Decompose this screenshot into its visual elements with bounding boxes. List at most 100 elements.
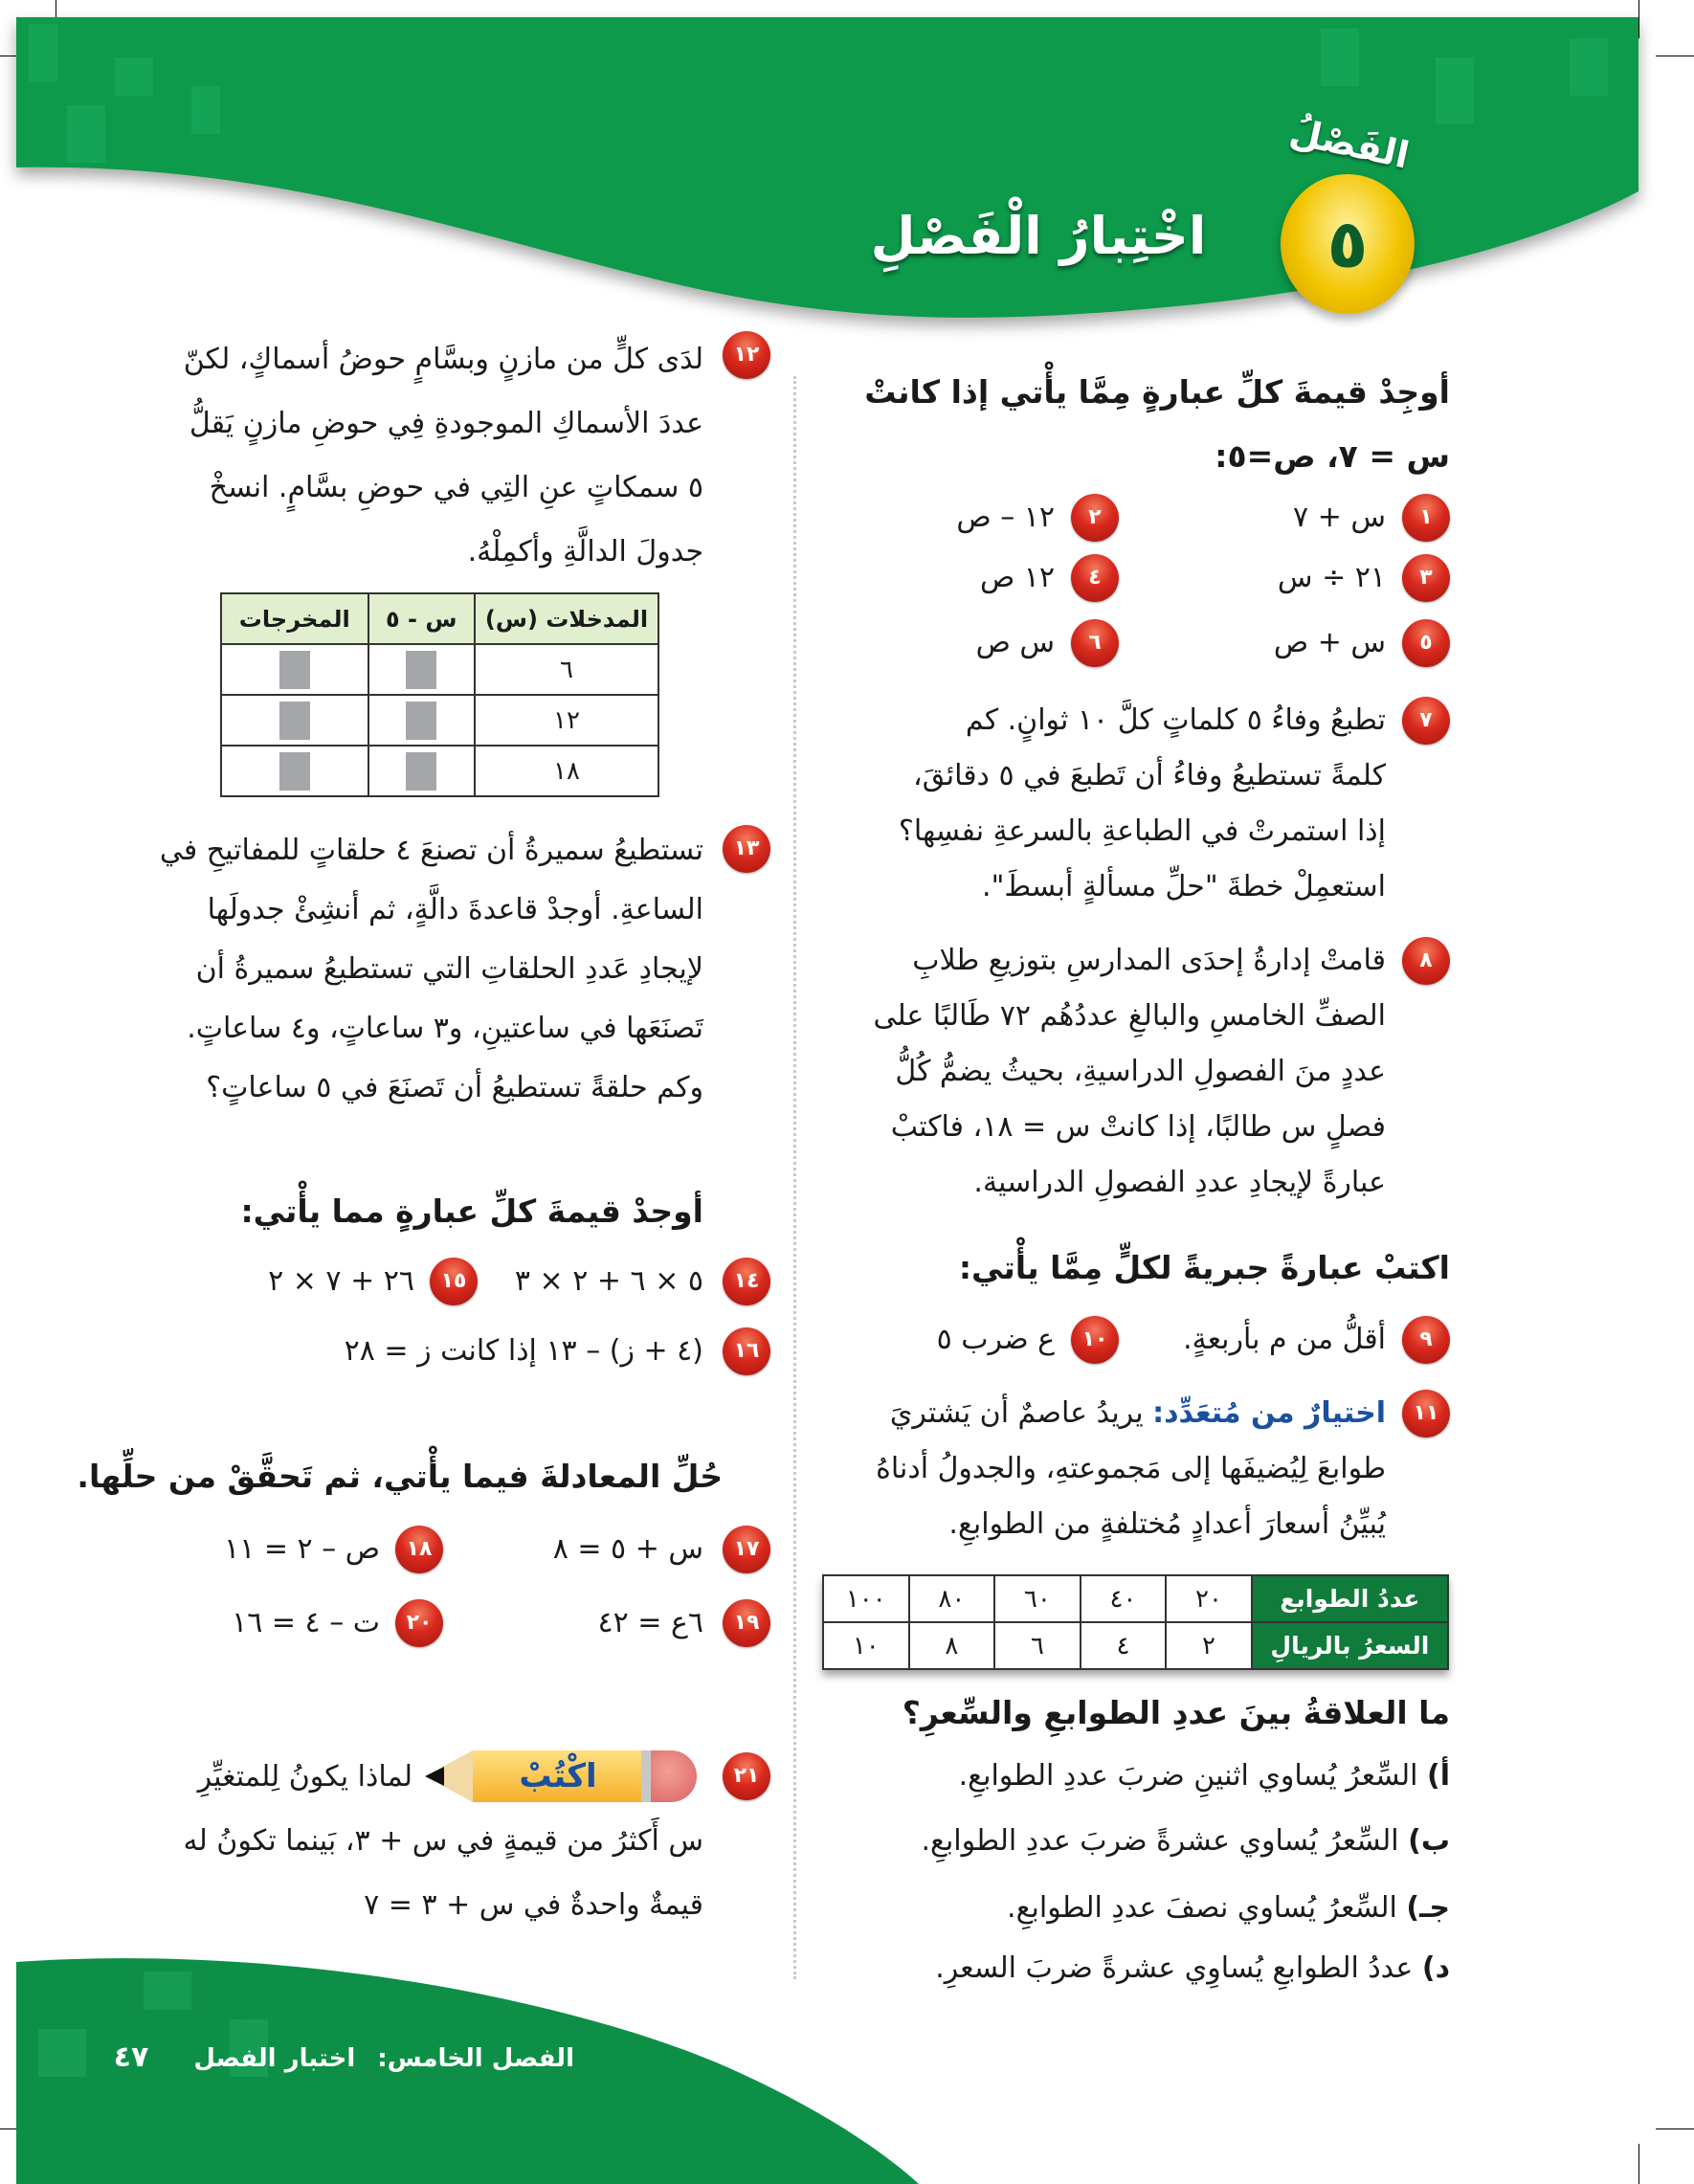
expression: ٢٦ + ٧ × ٢ [268,1264,414,1298]
text-line: جدولَ الدالَّةِ وأكمِلْهُ. [467,535,703,568]
text-line: يُبيِّنُ أسعارَ أعدادٍ مُختلفةٍ من الطوا… [948,1507,1386,1541]
text-line: لدَى كلٍّ من مازنٍ وبسَّامٍ حوضُ أسماكٍ،… [183,343,703,376]
option-text: عددُ الطوابعِ يُساوِي عشرةً ضربَ السعرِ. [935,1951,1414,1985]
crop-mark [1638,0,1639,38]
multiple-choice-label: اختيارٌ من مُتعَدِّد: [1152,1396,1386,1430]
option-letter: جـ) [1406,1891,1450,1925]
exercise-row: ١٦ (٤ + ز) – ١٣ إذا كانت ز = ٢٨ [160,1324,770,1379]
exercise-row: ١٤ ٥ × ٦ + ٢ × ٣ ١٥ ٢٦ + ٧ × ٢ [160,1254,770,1309]
blank-box [406,701,437,740]
text-line: عبارةً لإيجادِ عددِ الفصولِ الدراسية. [973,1166,1386,1199]
option-text: السِّعرُ يُساوي نصفَ عددِ الطوابعِ. [1007,1891,1397,1925]
table-cell: ٤ [1079,1621,1168,1670]
option-text: السِّعرُ يُساوي اثنينِ ضربَ عددِ الطوابع… [958,1759,1418,1793]
table-cell: ١٠ [822,1621,910,1670]
column-header: س - ٥ [367,592,477,645]
table-cell [367,745,477,797]
exercise-number: ١ [1402,494,1450,542]
table-cell: ٦ [993,1621,1081,1670]
function-table: المدخلات (س) س - ٥ المخرجات ٦ ١٢ ١٨ [220,592,659,797]
blank-box [279,650,310,689]
expression: ١٢ – ص [956,501,1055,534]
table-row: ١٢ [220,694,659,747]
row-header: عددُ الطوابع [1250,1574,1450,1623]
answer-option[interactable]: ب) السِّعرُ يُساوي عشرةً ضربَ عددِ الطوا… [815,1814,1450,1869]
text-line: لماذا يكونُ لِلمتغيِّرِ [197,1760,412,1794]
exercise-number: ١٢ [723,331,770,379]
exercise-number: ٣ [1402,554,1450,602]
option-letter: د) [1421,1951,1450,1985]
chapter-number: ٥ [1326,205,1369,283]
text-line: ٥ سمكاتٍ عنِ التِي في حوضِ بسَّامٍ. انسخ… [209,471,703,504]
page-number: ٤٧ [113,2040,149,2074]
section-heading: حُلِّ المعادلةَ فيما يأْتي، ثم تَحقَّقْ … [77,1458,723,1495]
answer-option[interactable]: د) عددُ الطوابعِ يُساوِي عشرةً ضربَ السع… [815,1941,1450,1996]
exercise-row: ٣ ٢١ ÷ س ٤ ١٢ ص [815,550,1450,606]
answer-option[interactable]: جـ) السِّعرُ يُساوي نصفَ عددِ الطوابعِ. [815,1881,1450,1936]
expression: (٤ + ز) – ١٣ إذا كانت ز = ٢٨ [344,1334,703,1368]
exercise-7: ٧ تطبعُ وفاءُ ٥ كلماتٍ كلَّ ١٠ ثوانٍ. كم… [815,693,1450,915]
table-cell [220,745,369,797]
expression: أقلُّ من م بأربعةٍ. [1183,1323,1386,1356]
option-letter: ب) [1408,1824,1450,1858]
text-line: وكم حلقةً تستطيعُ أن تَصنَعَ في ٥ ساعاتٍ… [206,1071,703,1104]
exercise-row: ١٩ ٦ع = ٤٢ ٢٠ ت – ٤ = ١٦ [160,1595,770,1651]
crop-mark [1656,2128,1694,2129]
exercise-11: ١١ اختيارٌ من مُتعَدِّد: يريدُ عاصمٌ أن … [815,1386,1450,1552]
page-title: اخْتِبارُ الْفَصْلِ [870,206,1207,266]
exercise-number: ٦ [1071,619,1119,667]
exercise-21: ٢١ اكْتُبْ لماذا يكونُ لِلمتغيِّرِ س أَك… [160,1745,770,1937]
text-line: عددَ الأسماكِ الموجودةِ فِي حوضِ مازنٍ ي… [189,407,703,440]
exercise-number: ٤ [1071,554,1119,602]
table-cell [367,694,477,747]
text-line: إذا استمرتْ في الطباعةِ بالسرعةِ نفسِها؟ [898,814,1386,848]
exercise-12: ١٢ لدَى كلٍّ من مازنٍ وبسَّامٍ حوضُ أسما… [160,327,770,584]
left-column: ١٢ لدَى كلٍّ من مازنٍ وبسَّامٍ حوضُ أسما… [77,0,770,2184]
expression: س + ٧ [1293,501,1386,534]
blank-box [279,701,310,740]
section-heading: اكتبْ عبارةً جبريةً لكلٍّ مِمَّا يأْتي: [958,1249,1450,1286]
expression: ع ضرب ٥ [936,1323,1055,1356]
table-cell: ٨ [907,1621,996,1670]
table-cell: ٢ [1165,1621,1253,1670]
exercise-number: ٢٠ [395,1599,443,1647]
text-line: يريدُ عاصمٌ أن يَشتريَ [889,1396,1144,1430]
variable-values: س = ٧، ص=٥: [1215,437,1450,475]
exercise-number: ٢١ [723,1752,770,1800]
question-text: ما العلاقةُ بينَ عددِ الطوابعِ والسِّعرِ… [902,1694,1450,1731]
exercise-row: ١٧ س + ٥ = ٨ ١٨ ص – ٢ = ١١ [160,1522,770,1577]
text-line: طوابعَ لِيُضيفَها إلى مَجموعتهِ، والجدول… [876,1452,1386,1485]
exercise-number: ٢ [1071,494,1119,542]
section-heading: أوجِدْ قيمةَ كلِّ عبارةٍ مِمَّا يأْتي إذ… [864,373,1450,411]
exercise-number: ١٣ [723,825,770,873]
pencil-label: اكْتُبْ [519,1757,597,1795]
exercise-number: ٨ [1402,937,1450,985]
pencil-write-icon: اكْتُبْ [425,1747,697,1806]
exercise-number: ١١ [1402,1390,1450,1437]
table-cell: ١٢ [474,694,659,747]
table-row: ١٨ [220,745,659,797]
text-line: الصفِّ الخامسِ والبالغِ عددُهُم ٧٢ طَالب… [873,999,1386,1033]
expression: ٢١ ÷ س [1277,561,1386,594]
table-cell: ٦ [474,643,659,696]
table-row: السعرُ بالريالِ ٢ ٤ ٦ ٨ ١٠ [822,1621,1450,1670]
blank-box [406,650,437,689]
text-line: س أَكثرُ من قيمةٍ في س + ٣، بَينما تكونُ… [183,1824,703,1858]
equation: س + ٥ = ٨ [552,1532,703,1566]
exercise-13: ١٣ تستطيعُ سميرةُ أن تصنعَ ٤ حلقاتٍ للمف… [160,821,770,1118]
option-letter: أ) [1427,1759,1450,1793]
exercise-number: ١٧ [723,1526,770,1573]
table-row: عددُ الطوابع ٢٠ ٤٠ ٦٠ ٨٠ ١٠٠ [822,1574,1450,1623]
table-cell: ٨٠ [907,1574,996,1623]
answer-option[interactable]: أ) السِّعرُ يُساوي اثنينِ ضربَ عددِ الطو… [815,1749,1450,1804]
exercise-number: ١٤ [723,1258,770,1305]
crop-mark [1638,2144,1639,2184]
table-cell [220,643,369,696]
stamps-table: عددُ الطوابع ٢٠ ٤٠ ٦٠ ٨٠ ١٠٠ السعرُ بالر… [822,1574,1450,1670]
row-header: السعرُ بالريالِ [1250,1621,1450,1670]
column-header: المخرجات [220,592,369,645]
exercise-number: ٥ [1402,619,1450,667]
exercise-number: ١٦ [723,1327,770,1375]
text-line: تستطيعُ سميرةُ أن تصنعَ ٤ حلقاتٍ للمفاتي… [159,834,703,867]
right-column: أوجِدْ قيمةَ كلِّ عبارةٍ مِمَّا يأْتي إذ… [815,0,1450,2184]
